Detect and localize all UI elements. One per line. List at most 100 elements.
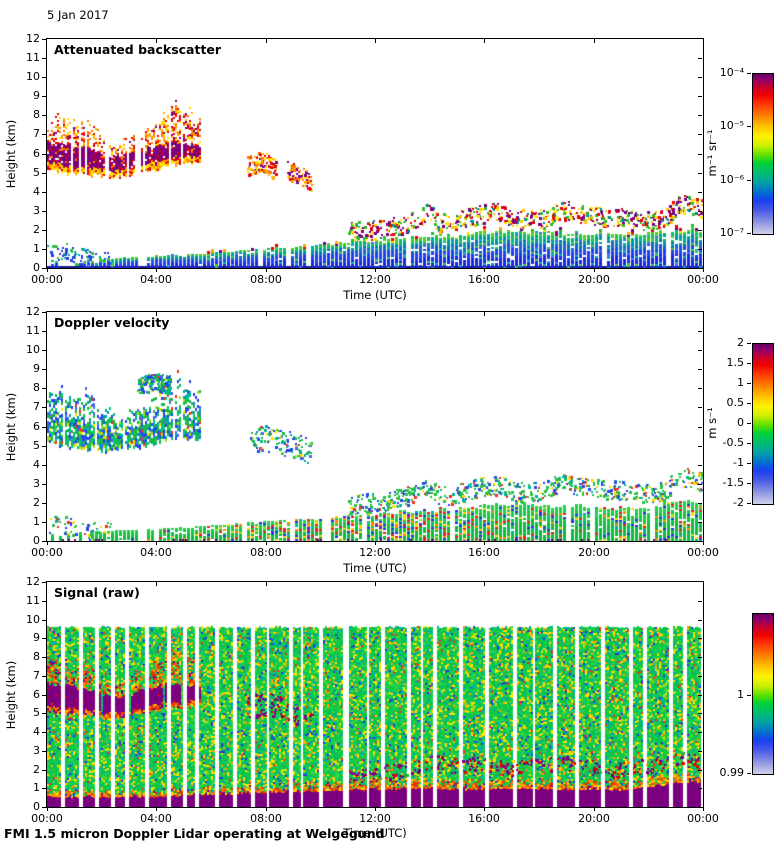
y-tick bbox=[42, 770, 46, 771]
y-tick-label: 7 bbox=[33, 669, 40, 682]
y-tick-mirror bbox=[698, 369, 702, 370]
x-tick bbox=[266, 268, 267, 272]
y-tick bbox=[42, 249, 46, 250]
y-tick bbox=[42, 484, 46, 485]
y-tick-mirror bbox=[698, 695, 702, 696]
y-tick-label: 4 bbox=[33, 458, 40, 471]
x-tick-label: 20:00 bbox=[578, 546, 610, 559]
y-tick-mirror bbox=[698, 230, 702, 231]
y-tick-mirror bbox=[698, 484, 702, 485]
colorbar-tick-label: 1.5 bbox=[726, 356, 745, 369]
y-tick-mirror bbox=[698, 192, 702, 193]
colorbar-tick bbox=[747, 503, 751, 504]
y-tick-label: 8 bbox=[33, 381, 40, 394]
y-tick-label: 5 bbox=[33, 706, 40, 719]
x-tick bbox=[594, 541, 595, 545]
x-tick-mirror bbox=[375, 312, 376, 316]
y-tick-mirror bbox=[698, 427, 702, 428]
x-tick bbox=[484, 807, 485, 811]
y-tick bbox=[42, 350, 46, 351]
y-tick bbox=[42, 211, 46, 212]
x-tick-mirror bbox=[594, 312, 595, 316]
y-tick bbox=[42, 541, 46, 542]
x-tick-label: 04:00 bbox=[140, 546, 172, 559]
colorbar-tick bbox=[747, 343, 751, 344]
x-tick-mirror bbox=[484, 39, 485, 43]
x-tick-label: 00:00 bbox=[687, 273, 719, 286]
y-tick-label: 5 bbox=[33, 439, 40, 452]
y-tick bbox=[42, 620, 46, 621]
panel-title-3: Signal (raw) bbox=[54, 585, 140, 600]
y-tick bbox=[42, 407, 46, 408]
y-tick-mirror bbox=[698, 407, 702, 408]
y-tick-mirror bbox=[698, 154, 702, 155]
colorbar-tick bbox=[747, 483, 751, 484]
y-tick bbox=[42, 115, 46, 116]
y-tick-mirror bbox=[698, 331, 702, 332]
y-tick-mirror bbox=[698, 58, 702, 59]
colorbar-tick bbox=[747, 126, 751, 127]
y-tick-label: 9 bbox=[33, 362, 40, 375]
colorbar-tick bbox=[747, 363, 751, 364]
y-tick-label: 3 bbox=[33, 477, 40, 490]
y-tick-mirror bbox=[698, 77, 702, 78]
x-tick-label: 00:00 bbox=[687, 546, 719, 559]
y-tick-label: 10 bbox=[26, 70, 40, 83]
x-tick bbox=[156, 807, 157, 811]
colorbar-unit-1: m⁻¹ sr⁻¹ bbox=[705, 129, 719, 177]
x-tick-label: 00:00 bbox=[687, 812, 719, 825]
y-tick-label: 6 bbox=[33, 420, 40, 433]
x-tick-mirror bbox=[266, 582, 267, 586]
panel-plot-area-3: Signal (raw) bbox=[46, 581, 704, 808]
y-tick-label: 6 bbox=[33, 147, 40, 160]
colorbar-tick bbox=[747, 233, 751, 234]
colorbar-tick bbox=[747, 773, 751, 774]
y-tick-label: 7 bbox=[33, 400, 40, 413]
colorbar-tick-label: 10⁻⁷ bbox=[719, 226, 744, 239]
y-tick-label: 9 bbox=[33, 631, 40, 644]
heatmap-canvas-2 bbox=[47, 312, 703, 541]
x-tick bbox=[703, 268, 704, 272]
y-tick-mirror bbox=[698, 788, 702, 789]
x-tick bbox=[703, 807, 704, 811]
x-tick-label: 08:00 bbox=[250, 273, 282, 286]
colorbar-tick bbox=[747, 463, 751, 464]
y-tick bbox=[42, 503, 46, 504]
x-tick bbox=[266, 541, 267, 545]
y-tick-mirror bbox=[698, 388, 702, 389]
x-tick-label: 00:00 bbox=[31, 546, 63, 559]
colorbar-tick-label: 2 bbox=[737, 336, 744, 349]
y-tick bbox=[42, 522, 46, 523]
x-tick bbox=[594, 807, 595, 811]
y-tick bbox=[42, 427, 46, 428]
y-tick-label: 12 bbox=[26, 305, 40, 318]
y-tick-label: 8 bbox=[33, 108, 40, 121]
x-tick-mirror bbox=[375, 582, 376, 586]
x-tick bbox=[375, 541, 376, 545]
y-tick bbox=[42, 732, 46, 733]
footer-time-axis-label: Time (UTC) bbox=[343, 826, 407, 840]
height-axis-label-3: Height (km) bbox=[4, 660, 18, 730]
y-tick-mirror bbox=[698, 713, 702, 714]
x-tick-label: 16:00 bbox=[468, 812, 500, 825]
y-tick bbox=[42, 446, 46, 447]
x-tick-mirror bbox=[156, 582, 157, 586]
x-tick bbox=[703, 541, 704, 545]
y-tick-label: 2 bbox=[33, 763, 40, 776]
colorbar-3 bbox=[752, 613, 774, 775]
panel-plot-area-2: Doppler velocity bbox=[46, 311, 704, 542]
colorbar-tick-label: 1 bbox=[737, 376, 744, 389]
y-tick-label: 9 bbox=[33, 89, 40, 102]
x-tick-mirror bbox=[484, 312, 485, 316]
y-tick bbox=[42, 676, 46, 677]
y-tick-label: 0 bbox=[33, 261, 40, 274]
colorbar-tick-label: -0.5 bbox=[722, 436, 744, 449]
x-tick-mirror bbox=[156, 39, 157, 43]
x-tick bbox=[156, 541, 157, 545]
y-tick-mirror bbox=[698, 732, 702, 733]
x-tick bbox=[47, 541, 48, 545]
y-tick bbox=[42, 96, 46, 97]
colorbar-tick bbox=[747, 383, 751, 384]
y-tick-label: 1 bbox=[33, 242, 40, 255]
y-tick-mirror bbox=[698, 601, 702, 602]
